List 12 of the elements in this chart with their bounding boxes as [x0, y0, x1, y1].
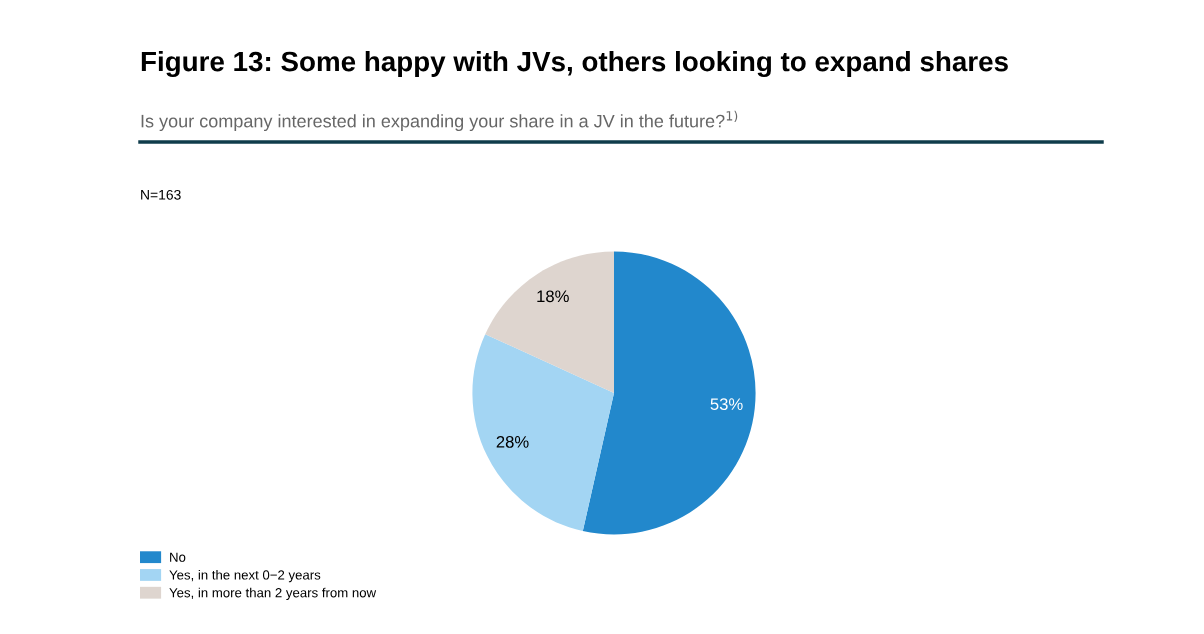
- chart-subtitle: Is your company interested in expanding your share in a JV in the future?$^{1)}$: [141, 110, 738, 132]
- legend-label: Yes, in more than 2 years from now: [169, 587, 377, 600]
- text: N=163: [141, 189, 181, 200]
- pie-slice: [485, 251, 614, 393]
- pie-slice: [582, 251, 756, 535]
- chart-title: Figure 13: Some happy with JVs, others looking to expand shares: [141, 50, 1008, 78]
- legend-label: Yes, in the next 0−2 years: [169, 569, 321, 583]
- legend-label: No: [170, 552, 186, 562]
- data-label: 28%: [496, 435, 529, 448]
- data-label: 53%: [710, 398, 743, 411]
- pie-slice: [472, 334, 614, 532]
- data-label: 18%: [537, 290, 569, 303]
